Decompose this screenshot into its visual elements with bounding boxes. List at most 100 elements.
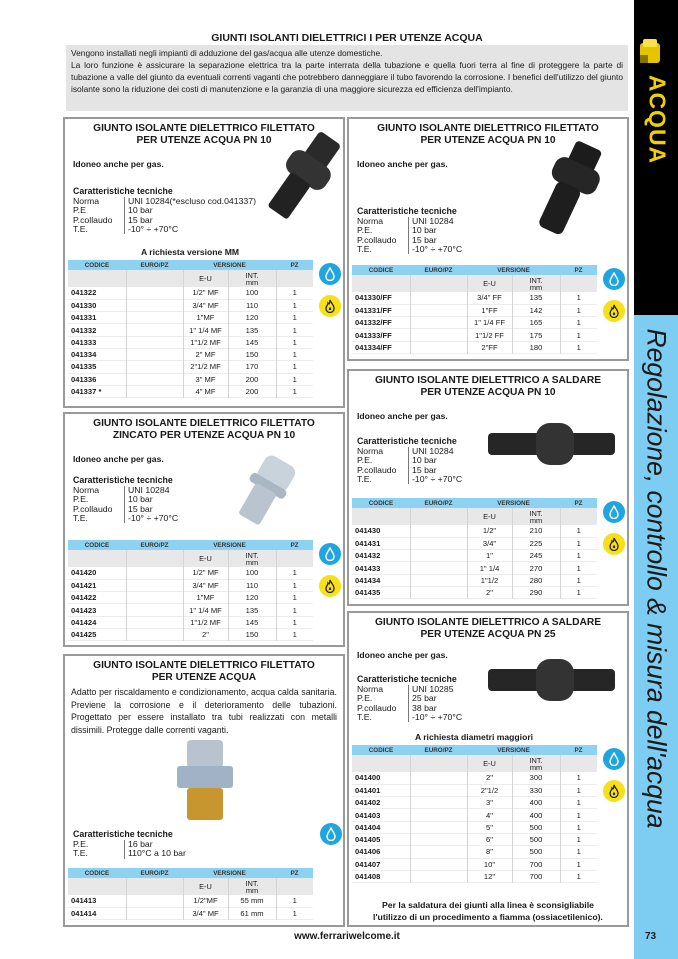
spec-key: P.collaudo — [73, 214, 113, 225]
length-cell: 200 — [228, 385, 277, 398]
spec-key: P.E. — [73, 494, 89, 505]
water-drop-icon — [320, 823, 342, 845]
spec-value: 15 bar — [408, 235, 437, 245]
table-row: 041421 3/4" MF 110 1 — [68, 579, 314, 592]
col-int-label: INT. — [245, 878, 259, 888]
product-title: GIUNTO ISOLANTE DIELETTRICO A SALDARE PER… — [349, 617, 627, 640]
price-cell — [410, 525, 468, 538]
version-cell: 1/2" — [467, 525, 513, 538]
price-cell — [126, 311, 184, 324]
col-int-label: INT. — [529, 275, 543, 285]
quantity-cell: 1 — [576, 342, 581, 352]
quantity-cell: 1 — [292, 288, 297, 298]
spec-value: 15 bar — [124, 504, 153, 514]
col-codice: CODICE — [68, 868, 126, 878]
table-row: 041336 3" MF 200 1 — [68, 373, 314, 386]
product-title: GIUNTO ISOLANTE DIELETTRICO A SALDARE PER… — [349, 375, 627, 398]
product-title-line: PER UTENZE ACQUA PN 10 — [420, 386, 556, 398]
code-cell: 041401 — [352, 784, 411, 797]
table-row: 041405 6" 500 1 — [352, 833, 598, 846]
price-cell — [410, 808, 468, 822]
col-euro: EURO/PZ — [410, 498, 467, 508]
col-int-unit: mm — [245, 885, 259, 895]
page-number: 73 — [645, 931, 657, 942]
specs-label: Caratteristiche tecniche — [73, 829, 173, 839]
length-cell: 100 — [228, 287, 277, 300]
spec-value: 10 bar — [124, 206, 153, 216]
product-note: Idoneo anche per gas. — [357, 411, 448, 421]
spec-row: P.E 10 bar — [73, 206, 256, 216]
technical-specs: Caratteristiche tecniche Norma UNI 10284 P.… — [73, 475, 178, 524]
spec-value: UNI 10284(*escluso cod.041337) — [124, 196, 256, 207]
spec-value: 10 bar — [408, 456, 437, 466]
code-cell: 041413 — [68, 895, 127, 908]
col-pz: PZ — [560, 265, 598, 275]
spec-key: Norma — [357, 446, 384, 457]
product-table-wrap: CODICE EURO/PZ VERSIONE PZ E-U INT. mm 041330/… — [352, 265, 632, 354]
col-int-unit: mm — [245, 277, 259, 287]
version-cell: 1/2" MF — [183, 287, 229, 300]
technical-specs: Caratteristiche tecniche Norma UNI 10284(*… — [73, 186, 256, 235]
spec-row: T.E. -10° ÷ +70°C — [357, 712, 462, 723]
length-cell: 270 — [512, 561, 561, 575]
code-cell: 041331 — [68, 311, 127, 324]
spec-key: P.collaudo — [357, 234, 397, 245]
table-row: 041330 3/4" MF 110 1 — [68, 299, 314, 312]
col-eu: E-U — [183, 878, 229, 895]
col-codice: CODICE — [352, 745, 410, 755]
quantity-cell: 1 — [292, 580, 297, 590]
price-cell — [126, 616, 184, 629]
version-cell: 3/4" MF — [183, 579, 229, 592]
quantity-cell: 1 — [576, 551, 581, 561]
quantity-cell: 1 — [292, 593, 297, 603]
price-cell — [126, 385, 184, 398]
code-cell: 041414 — [68, 907, 127, 920]
gas-flame-icon — [319, 575, 341, 597]
table-row: 041407 10" 700 1 — [352, 858, 598, 871]
col-int-label: INT. — [529, 755, 543, 765]
price-cell — [410, 858, 468, 871]
quantity-cell: 1 — [576, 526, 581, 536]
price-cell — [126, 323, 184, 337]
price-cell — [410, 586, 468, 599]
col-pz: PZ — [276, 540, 314, 550]
version-cell: 1/2" MF — [183, 567, 229, 580]
version-cell: 6" — [467, 833, 513, 846]
price-cell — [410, 845, 468, 859]
technical-specs: Caratteristiche tecniche Norma UNI 10284 P.… — [357, 436, 462, 485]
product-image — [173, 740, 237, 827]
col-int: INT. mm — [512, 755, 561, 772]
website-link[interactable]: www.ferrariwelcome.it — [294, 931, 400, 942]
code-cell: 041337 * — [68, 385, 127, 398]
price-cell — [410, 574, 468, 587]
price-cell — [410, 561, 468, 575]
code-cell: 041334 — [68, 348, 127, 361]
col-eu: E-U — [467, 508, 513, 525]
table-row: 041333/FF 1"1/2 FF 175 1 — [352, 328, 598, 342]
spec-value: 10 bar — [124, 495, 153, 505]
quantity-cell: 1 — [576, 330, 581, 340]
footnote-line: Per la saldatura dei giunti alla linea è… — [382, 900, 594, 910]
spec-row: T.E. 110°C a 10 bar — [73, 849, 186, 859]
col-int-unit: mm — [529, 762, 543, 772]
version-cell: 2" — [467, 772, 513, 785]
quantity-cell: 1 — [292, 313, 297, 323]
price-cell — [126, 628, 184, 641]
spec-value: -10° ÷ +70°C — [124, 224, 178, 235]
length-cell: 142 — [512, 304, 561, 317]
product-table: CODICE EURO/PZ VERSIONE PZ E-U INT. mm 041420 1… — [68, 540, 314, 641]
table-row: 041423 1" 1/4 MF 135 1 — [68, 603, 314, 617]
spec-row: T.E. -10° ÷ +70°C — [357, 474, 462, 485]
quantity-cell: 1 — [576, 538, 581, 548]
version-cell: 1"1/2 MF — [183, 336, 229, 349]
code-cell: 041431 — [352, 537, 411, 550]
technical-specs: Caratteristiche tecniche Norma UNI 10284 P.… — [357, 206, 462, 255]
price-cell — [126, 373, 184, 386]
spec-row: Norma UNI 10284 — [73, 485, 178, 496]
product-note: Idoneo anche per gas. — [73, 454, 164, 464]
water-drop-icon — [603, 501, 625, 523]
col-codice: CODICE — [68, 540, 126, 550]
spec-row: T.E. -10° ÷ +70°C — [73, 224, 256, 235]
product-table: CODICE EURO/PZ VERSIONE PZ E-U INT. mm 041400 2… — [352, 745, 598, 883]
spec-row: Norma UNI 10284 — [357, 216, 462, 227]
